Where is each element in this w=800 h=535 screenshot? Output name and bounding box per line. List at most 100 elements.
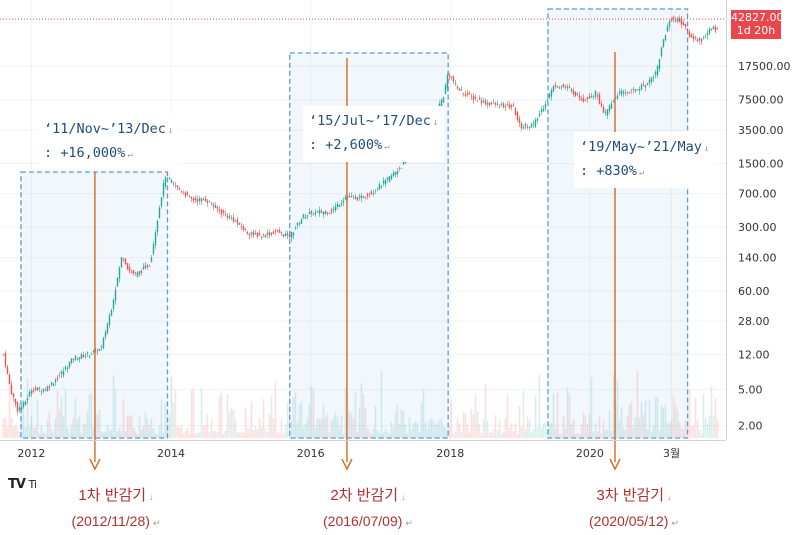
volume-bar (398, 423, 401, 438)
candle-body (370, 191, 373, 194)
volume-bar (670, 420, 673, 438)
candle-body (460, 89, 463, 91)
candle-body (454, 82, 457, 85)
volume-bar (378, 433, 381, 438)
candle-body (202, 199, 205, 201)
volume-bar (606, 429, 609, 438)
volume-bar (630, 401, 633, 438)
volume-bar (496, 430, 499, 438)
candle-body (230, 218, 233, 219)
volume-bar (140, 429, 143, 438)
candle-body (248, 233, 251, 236)
volume-bar (36, 399, 39, 438)
candle-body (522, 127, 525, 129)
volume-bar (358, 407, 361, 438)
candle-body (256, 232, 259, 238)
volume-bar (76, 419, 79, 438)
volume-bar (188, 433, 191, 438)
candle-body (294, 228, 297, 230)
volume-bar (592, 432, 595, 438)
tradingview-logo[interactable]: TV Ti (8, 477, 37, 492)
candle-body (102, 337, 105, 349)
volume-bar (440, 418, 443, 438)
candle-body (344, 196, 347, 200)
y-tick-label: 3500.00 (738, 124, 784, 137)
volume-bar (466, 424, 469, 438)
candle-body (508, 104, 511, 109)
volume-bar (432, 420, 435, 438)
volume-bar (426, 428, 429, 438)
volume-bar (124, 430, 127, 438)
volume-bar (580, 424, 583, 438)
last-price-value: 42827.00 (731, 11, 784, 24)
candle-body (134, 272, 137, 274)
candle-body (200, 198, 203, 202)
volume-bar (642, 413, 645, 438)
candle-body (482, 100, 485, 102)
candle-body (290, 231, 293, 239)
candle-body (196, 199, 199, 202)
volume-bar (512, 431, 515, 438)
candle-body (212, 204, 215, 207)
volume-bar (82, 423, 85, 438)
candlesticks (2, 15, 719, 416)
candle-body (254, 233, 257, 234)
volume-bar (572, 418, 575, 438)
volume-bar (380, 371, 383, 438)
halving-title: 3차 반감기 (596, 487, 665, 504)
candle-body (16, 401, 19, 412)
candle-body (694, 37, 697, 39)
candle-body (338, 204, 341, 207)
volume-bar (42, 432, 45, 438)
region-note-1: ‘11/Nov~’13/Dec ↓ : +16,000% ↵ (38, 114, 180, 170)
volume-bar (132, 427, 135, 438)
candle-body (656, 65, 659, 76)
candle-body (180, 191, 183, 193)
candle-body (190, 196, 193, 199)
volume-bar (106, 425, 109, 438)
volume-bar (220, 390, 223, 438)
volume-bar (22, 408, 25, 438)
volume-bar (292, 397, 295, 438)
volume-bar (66, 426, 69, 438)
candle-body (28, 392, 31, 397)
volume-bar (400, 410, 403, 438)
candle-body (164, 177, 167, 187)
volume-bar (376, 430, 379, 438)
volume-bar (354, 393, 357, 438)
volume-bar (694, 397, 697, 438)
volume-bar (506, 394, 509, 438)
candle-body (620, 90, 623, 95)
y-tick-label: 1500.00 (738, 157, 784, 170)
volume-bar (624, 430, 627, 438)
paragraph-mark: ↓ (167, 126, 174, 136)
volume-bar (498, 420, 501, 438)
volume-bar (438, 419, 441, 438)
volume-bar (422, 389, 425, 438)
volume-bar (244, 408, 247, 438)
candle-body (302, 214, 305, 218)
volume-bar (626, 415, 629, 438)
volume-bar (130, 415, 133, 438)
volume-bar (218, 395, 221, 438)
y-tick-label: 17500.00 (738, 60, 791, 73)
volume-bar (516, 433, 519, 438)
volume-bar (52, 432, 55, 438)
volume-bar (136, 433, 139, 438)
candle-body (326, 212, 329, 214)
volume-bar (468, 431, 471, 438)
y-tick-label: 12.00 (738, 349, 770, 362)
volume-bar (80, 433, 83, 438)
volume-bar (176, 426, 179, 438)
candle-body (50, 382, 53, 385)
volume-bar (700, 433, 703, 438)
candle-body (144, 265, 147, 268)
volume-bar (596, 431, 599, 438)
volume-bar (266, 431, 269, 438)
candle-body (528, 126, 531, 128)
volume-bar (370, 433, 373, 438)
candle-body (450, 76, 453, 78)
volume-bar (502, 432, 505, 438)
volume-bar (216, 431, 219, 438)
